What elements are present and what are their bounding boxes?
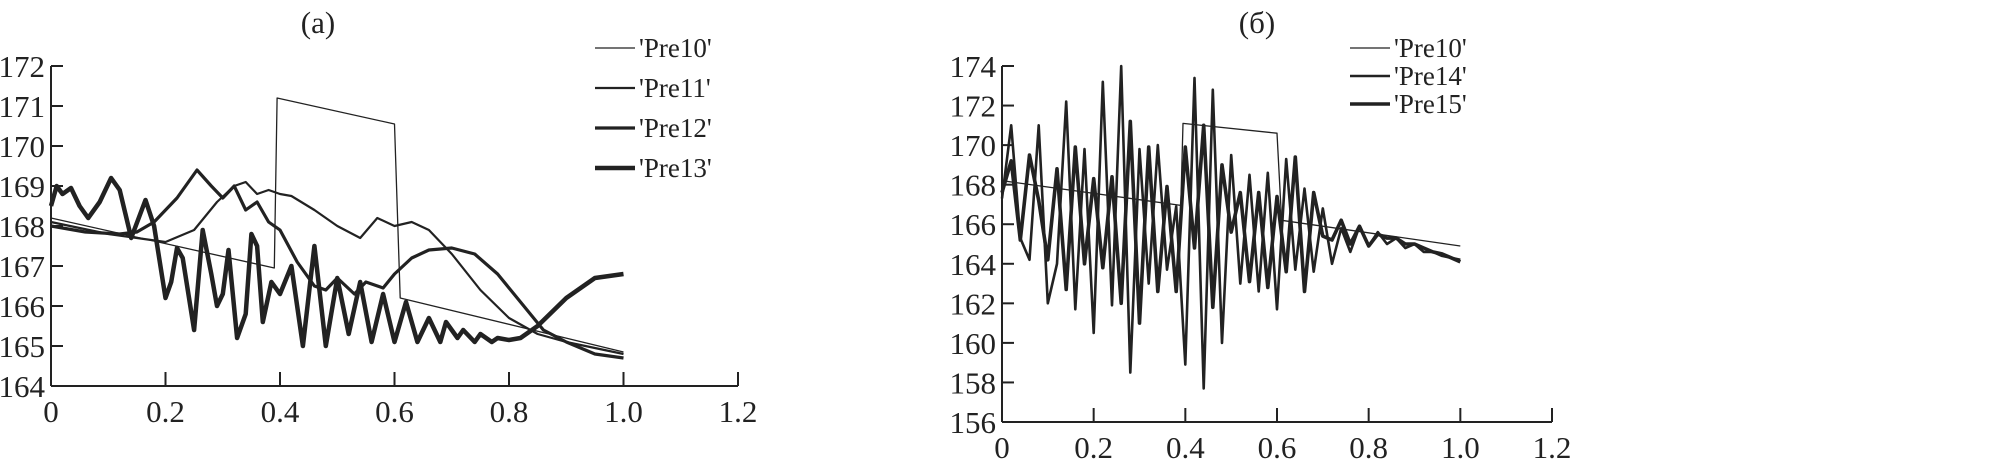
x-tick-label: 1.2 xyxy=(719,394,758,429)
x-tick-label: 0.6 xyxy=(1258,430,1297,465)
y-tick-label: 172 xyxy=(950,89,997,124)
x-tick-label: 0.8 xyxy=(1349,430,1388,465)
y-tick-label: 158 xyxy=(950,365,997,400)
x-tick-label: 0.2 xyxy=(146,394,185,429)
x-tick-label: 0.6 xyxy=(375,394,414,429)
series-line-pre13 xyxy=(48,175,624,349)
x-tick-label: 0 xyxy=(43,394,59,429)
x-tick-label: 0 xyxy=(994,430,1010,465)
x-tick-label: 1.0 xyxy=(604,394,643,429)
y-tick-label: 171 xyxy=(0,89,45,124)
y-tick-label: 166 xyxy=(950,207,997,242)
y-tick-label: 166 xyxy=(0,289,45,324)
legend-label: 'Pre15' xyxy=(1394,89,1467,119)
x-tick-label: 1.0 xyxy=(1441,430,1480,465)
series-line-pre12 xyxy=(50,168,624,360)
series-line-pre11 xyxy=(50,180,624,356)
legend-label: 'Pre13' xyxy=(639,153,712,183)
legend-label: 'Pre12' xyxy=(639,113,712,143)
y-tick-label: 167 xyxy=(0,249,45,284)
chart-title: (a) xyxy=(301,5,335,40)
series-line-pre15 xyxy=(1000,119,1462,325)
chart-title: (б) xyxy=(1239,5,1275,40)
series-line-pre10 xyxy=(50,97,624,353)
y-tick-label: 172 xyxy=(0,49,45,84)
x-tick-label: 0.8 xyxy=(490,394,529,429)
legend-label: 'Pre11' xyxy=(639,73,711,103)
legend-label: 'Pre14' xyxy=(1394,61,1467,91)
legend-label: 'Pre10' xyxy=(639,33,712,63)
y-tick-label: 162 xyxy=(950,286,997,321)
y-tick-label: 164 xyxy=(950,247,997,282)
y-tick-label: 170 xyxy=(950,128,997,163)
x-tick-label: 1.2 xyxy=(1533,430,1572,465)
series-line-pre14 xyxy=(1000,64,1461,390)
y-tick-label: 165 xyxy=(0,329,45,364)
x-tick-label: 0.4 xyxy=(261,394,300,429)
y-tick-label: 169 xyxy=(0,169,45,204)
chart-panel-1: (б) 0 0.2 0.4 0.6 0.8 1.0 1.2 156 158 160 162 164 166… xyxy=(950,5,1572,465)
y-tick-label: 164 xyxy=(0,369,46,404)
chart-panel-0: (a) 0 0.2 0.4 0.6 0.8 1.0 1.2 164 165 166 167 168 169… xyxy=(0,5,757,429)
x-tick-label: 0.2 xyxy=(1074,430,1113,465)
y-tick-label: 168 xyxy=(950,168,997,203)
y-tick-label: 156 xyxy=(950,405,997,440)
y-tick-label: 168 xyxy=(0,209,45,244)
y-tick-label: 174 xyxy=(950,49,997,84)
y-tick-label: 170 xyxy=(0,129,45,164)
x-tick-label: 0.4 xyxy=(1166,430,1205,465)
y-tick-label: 160 xyxy=(950,326,997,361)
legend-label: 'Pre10' xyxy=(1394,33,1467,63)
